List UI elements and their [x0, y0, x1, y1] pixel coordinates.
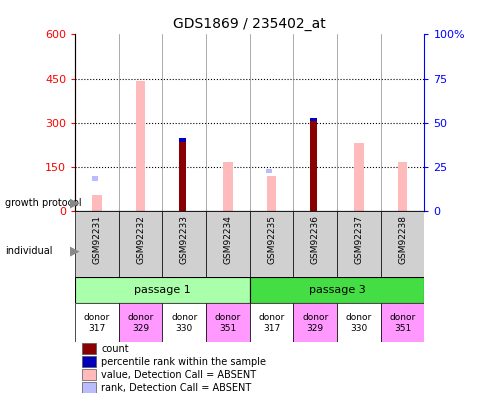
Bar — [92, 195, 102, 211]
Bar — [178, 140, 186, 211]
Bar — [136, 81, 145, 211]
Text: donor
351: donor 351 — [389, 313, 415, 333]
Bar — [293, 303, 336, 343]
Bar — [249, 303, 293, 343]
Text: donor
329: donor 329 — [127, 313, 153, 333]
Bar — [82, 356, 96, 367]
Text: GSM92234: GSM92234 — [223, 215, 232, 264]
Text: donor
351: donor 351 — [214, 313, 241, 333]
Bar — [266, 169, 272, 173]
Bar — [309, 119, 317, 211]
Text: ▶: ▶ — [70, 245, 80, 258]
Text: passage 3: passage 3 — [309, 285, 365, 295]
Text: GSM92235: GSM92235 — [267, 215, 275, 264]
Text: count: count — [101, 343, 129, 354]
Text: GSM92236: GSM92236 — [310, 215, 319, 264]
Text: growth protocol: growth protocol — [5, 198, 81, 207]
Text: donor
317: donor 317 — [258, 313, 284, 333]
Text: value, Detection Call = ABSENT: value, Detection Call = ABSENT — [101, 370, 256, 380]
Bar — [82, 369, 96, 380]
Text: percentile rank within the sample: percentile rank within the sample — [101, 357, 266, 367]
Bar — [119, 303, 162, 343]
Bar — [353, 143, 363, 211]
Text: GSM92232: GSM92232 — [136, 215, 145, 264]
Text: ▶: ▶ — [70, 196, 80, 209]
Text: donor
330: donor 330 — [345, 313, 371, 333]
Bar — [206, 211, 249, 277]
Bar — [82, 343, 96, 354]
Bar — [162, 211, 206, 277]
Text: individual: individual — [5, 246, 52, 256]
Bar — [162, 303, 206, 343]
Bar — [336, 303, 380, 343]
Text: rank, Detection Call = ABSENT: rank, Detection Call = ABSENT — [101, 383, 251, 393]
Bar — [223, 162, 232, 211]
Bar — [380, 211, 424, 277]
Bar — [91, 176, 98, 181]
Bar — [250, 277, 424, 303]
Bar — [119, 211, 162, 277]
Bar — [397, 162, 407, 211]
Text: donor
317: donor 317 — [84, 313, 110, 333]
Bar — [380, 303, 424, 343]
Bar — [75, 211, 119, 277]
Bar — [309, 118, 317, 122]
Bar — [75, 277, 249, 303]
Bar — [249, 211, 293, 277]
Text: GSM92231: GSM92231 — [92, 215, 101, 264]
Text: GSM92238: GSM92238 — [397, 215, 406, 264]
Bar — [206, 303, 249, 343]
Title: GDS1869 / 235402_at: GDS1869 / 235402_at — [173, 17, 325, 31]
Text: GSM92233: GSM92233 — [180, 215, 188, 264]
Bar — [75, 303, 119, 343]
Bar — [178, 139, 186, 142]
Bar — [336, 211, 380, 277]
Bar — [293, 211, 336, 277]
Text: donor
330: donor 330 — [171, 313, 197, 333]
Text: donor
329: donor 329 — [302, 313, 328, 333]
Text: passage 1: passage 1 — [134, 285, 191, 295]
Text: GSM92237: GSM92237 — [354, 215, 363, 264]
Bar — [266, 175, 276, 211]
Bar — [82, 382, 96, 393]
